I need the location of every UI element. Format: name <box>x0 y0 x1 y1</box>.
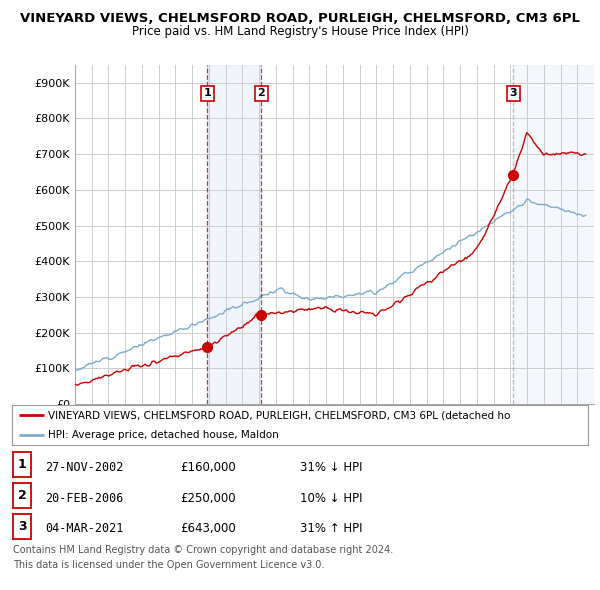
Text: VINEYARD VIEWS, CHELMSFORD ROAD, PURLEIGH, CHELMSFORD, CM3 6PL (detached ho: VINEYARD VIEWS, CHELMSFORD ROAD, PURLEIG… <box>48 411 510 420</box>
Text: 2: 2 <box>257 88 265 99</box>
Text: £250,000: £250,000 <box>180 491 236 504</box>
Text: 27-NOV-2002: 27-NOV-2002 <box>45 461 124 474</box>
Text: Contains HM Land Registry data © Crown copyright and database right 2024.: Contains HM Land Registry data © Crown c… <box>13 545 394 555</box>
Text: HPI: Average price, detached house, Maldon: HPI: Average price, detached house, Mald… <box>48 431 278 440</box>
Text: 20-FEB-2006: 20-FEB-2006 <box>45 491 124 504</box>
Text: 3: 3 <box>509 88 517 99</box>
Text: 1: 1 <box>203 88 211 99</box>
Text: 1: 1 <box>18 458 26 471</box>
Text: This data is licensed under the Open Government Licence v3.0.: This data is licensed under the Open Gov… <box>13 560 325 570</box>
Bar <box>513 65 594 404</box>
Bar <box>207 65 262 404</box>
Text: £643,000: £643,000 <box>180 522 236 535</box>
Text: 31% ↓ HPI: 31% ↓ HPI <box>300 461 362 474</box>
Text: Price paid vs. HM Land Registry's House Price Index (HPI): Price paid vs. HM Land Registry's House … <box>131 25 469 38</box>
Text: 31% ↑ HPI: 31% ↑ HPI <box>300 522 362 535</box>
Text: £160,000: £160,000 <box>180 461 236 474</box>
Text: 10% ↓ HPI: 10% ↓ HPI <box>300 491 362 504</box>
Text: VINEYARD VIEWS, CHELMSFORD ROAD, PURLEIGH, CHELMSFORD, CM3 6PL: VINEYARD VIEWS, CHELMSFORD ROAD, PURLEIG… <box>20 12 580 25</box>
Text: 04-MAR-2021: 04-MAR-2021 <box>45 522 124 535</box>
Text: 2: 2 <box>18 489 26 502</box>
Text: 3: 3 <box>18 520 26 533</box>
